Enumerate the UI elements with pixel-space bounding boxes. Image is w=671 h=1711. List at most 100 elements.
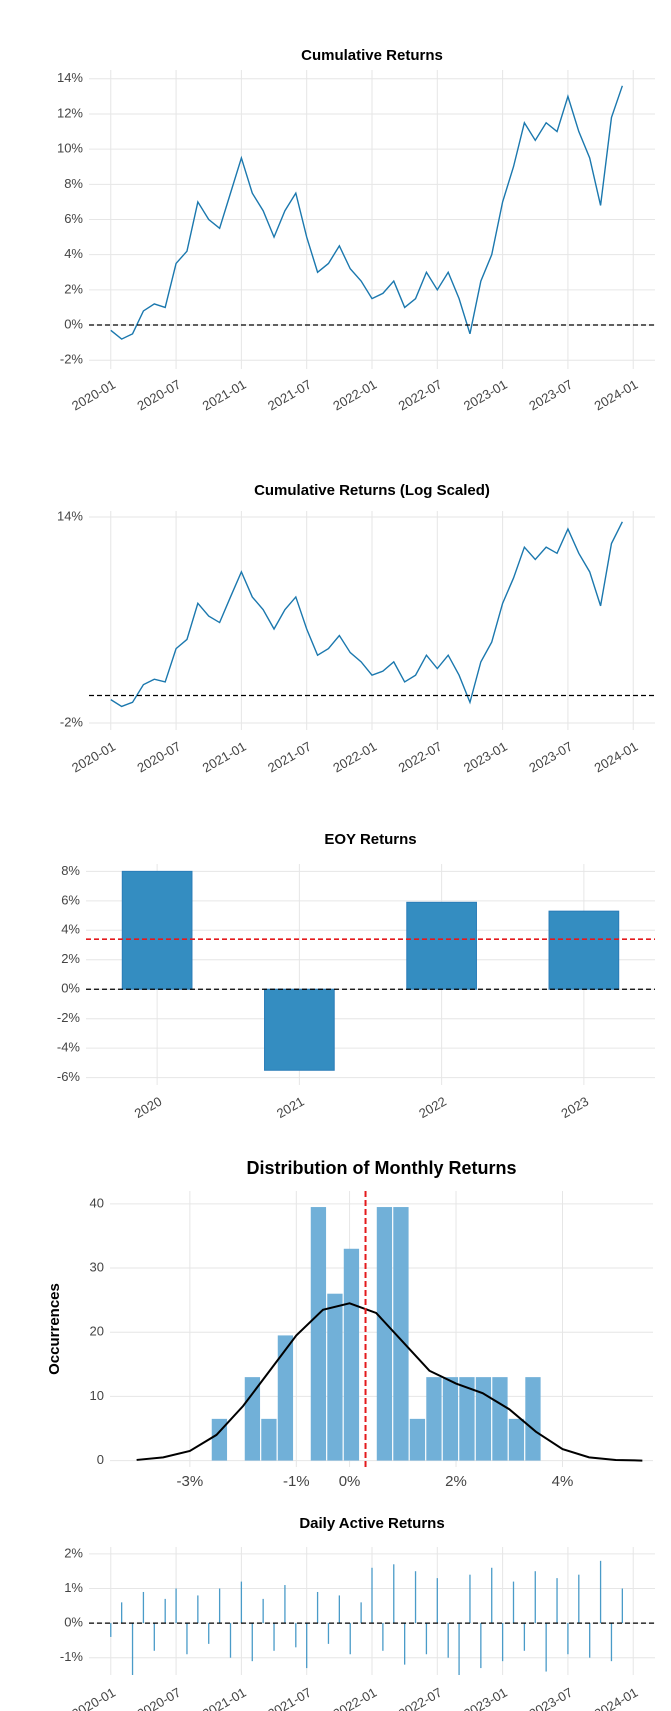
x-tick-label: 2021-01 [200,377,249,414]
histogram-bar [244,1377,261,1461]
chart-title: Distribution of Monthly Returns [247,1158,517,1178]
chart-title: Cumulative Returns (Log Scaled) [254,482,490,499]
line [110,521,623,708]
x-tick-label: 2021-07 [265,739,314,776]
x-tick-label: 2023-01 [461,1685,510,1711]
y-tick-label: -6% [57,1069,81,1084]
chart-title: Cumulative Returns [301,47,443,64]
bar [121,870,193,990]
x-tick-label: 2023-01 [461,377,510,414]
y-tick-label: 6% [61,892,80,907]
y-tick-label: 40 [90,1195,104,1210]
chart: Daily Active Returns -1% 0% 1% 2% 2020-01 2020… [60,1515,655,1711]
kde-curve [136,1302,643,1462]
y-tick-label: 20 [90,1324,104,1339]
x-tick-label: 2021-01 [200,739,249,776]
x-tick-label: 2021-07 [265,377,314,414]
histogram-bar [277,1335,294,1461]
x-tick-label: 2020-07 [134,377,183,414]
y-tick-label: -2% [60,714,84,729]
bar [264,988,335,1071]
histogram-bar [261,1418,277,1461]
x-tick-label: 2023-07 [526,739,575,776]
histogram-bar [426,1377,442,1461]
chart: Cumulative Returns (Log Scaled) -2% 14% 202… [57,482,655,775]
histogram-bar [508,1418,525,1461]
y-tick-label: -4% [57,1040,81,1055]
y-tick-label: 14% [57,508,83,523]
bar [548,910,620,990]
x-tick-label: 2020-01 [69,739,118,776]
x-tick-label: 2022 [416,1094,449,1121]
y-tick-label: -2% [60,352,84,367]
chart: Cumulative Returns -2% 0% 2% 4% 6% 8% 10% 12% 14%… [57,47,655,413]
y-tick-label: 30 [90,1259,104,1274]
y-tick-label: 2% [64,281,83,296]
histogram-bar [409,1418,426,1461]
y-tick-label: 14% [57,70,83,85]
y-tick-label: 10 [90,1388,104,1403]
x-tick-label: 2020-01 [69,1685,118,1711]
y-tick-label: 4% [64,246,83,261]
y-tick-label: 10% [57,141,83,156]
x-tick-label: 2020-07 [134,739,183,776]
x-tick-label: 2023-01 [461,739,510,776]
histogram-bar [393,1207,409,1461]
histogram-bar [327,1293,343,1461]
y-tick-label: 8% [61,863,80,878]
x-tick-label: 2022-01 [330,1685,379,1711]
x-tick-label: 2022-01 [330,377,379,414]
x-tick-label: 2022-07 [396,739,445,776]
x-tick-label: 4% [552,1473,574,1490]
x-tick-label: 2022-01 [330,739,379,776]
x-tick-label: 2020-01 [69,377,118,414]
y-tick-label: 12% [57,105,83,120]
histogram-bar [475,1377,492,1461]
chart: Distribution of Monthly Returns 0 10 20 30 40… [46,1158,653,1490]
line [110,85,624,340]
y-tick-label: 2% [64,1545,83,1560]
y-tick-label: -2% [57,1010,81,1025]
x-tick-label: 2021 [274,1094,307,1121]
y-tick-label: 8% [64,176,83,191]
chart: EOY Returns -6% -4% -2% 0% 2% 4% 6% 8% 2020 2021 20… [57,831,655,1121]
chart-title: EOY Returns [324,831,416,848]
histogram-bar [459,1377,475,1461]
histogram-bar [310,1207,327,1461]
y-tick-label: 4% [61,922,80,937]
y-axis-label: Occurrences [46,1283,63,1375]
x-tick-label: 2021-07 [265,1685,314,1711]
y-tick-label: 2% [61,951,80,966]
y-tick-label: 6% [64,211,83,226]
x-tick-label: 0% [339,1473,361,1490]
x-tick-label: -3% [177,1473,204,1490]
x-tick-label: 2020-07 [134,1685,183,1711]
bar [406,901,477,990]
x-tick-label: 2023-07 [526,377,575,414]
histogram-bar [343,1248,360,1461]
y-tick-label: -1% [60,1649,84,1664]
x-tick-label: 2022-07 [396,1685,445,1711]
x-tick-label: 2023-07 [526,1685,575,1711]
x-tick-label: 2024-01 [592,1685,641,1711]
x-tick-label: 2024-01 [592,739,641,776]
y-tick-label: 1% [64,1580,83,1595]
x-tick-label: 2024-01 [592,377,641,414]
y-tick-label: 0% [64,1615,83,1630]
chart-title: Daily Active Returns [299,1515,444,1532]
x-tick-label: 2020 [132,1094,165,1121]
y-tick-label: 0% [64,316,83,331]
y-tick-label: 0% [61,981,80,996]
histogram-bar [376,1207,393,1461]
y-tick-label: 0 [97,1452,104,1467]
histogram-bar [492,1377,508,1461]
x-tick-label: 2023 [559,1094,592,1121]
x-tick-label: 2% [445,1473,467,1490]
x-tick-label: -1% [283,1473,310,1490]
x-tick-label: 2022-07 [396,377,445,414]
histogram-bar [211,1418,228,1461]
histogram-bar [525,1377,541,1461]
x-tick-label: 2021-01 [200,1685,249,1711]
histogram-bar [442,1377,459,1461]
